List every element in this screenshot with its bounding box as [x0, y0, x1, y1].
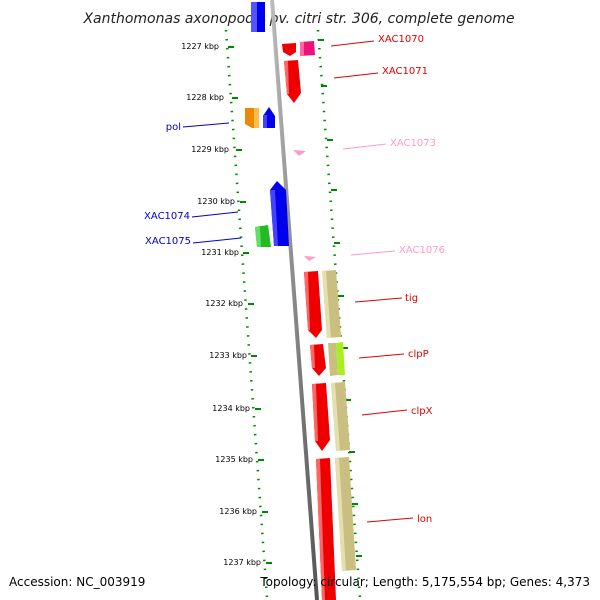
- gene-lon[interactable]: [316, 457, 356, 600]
- gene-orange[interactable]: [245, 108, 259, 128]
- scale-label: 1233 kbp: [209, 351, 247, 360]
- gene-xac1076[interactable]: [304, 256, 316, 261]
- scale-label: 1229 kbp: [191, 145, 229, 154]
- gene-xac1071[interactable]: [284, 60, 301, 103]
- gene-xac1074[interactable]: [270, 181, 289, 246]
- scale-label: 1236 kbp: [219, 507, 257, 516]
- scale-labels: 1227 kbp 1228 kbp 1229 kbp 1230 kbp 1231…: [181, 42, 261, 567]
- gene-label: pol: [166, 122, 181, 133]
- genome-backbone: [270, 0, 319, 600]
- gene-label: lon: [417, 514, 432, 525]
- scale-label: 1230 kbp: [197, 197, 235, 206]
- topology-text: Topology: circular; Length: 5,175,554 bp…: [259, 575, 590, 589]
- gene-label: clpX: [411, 406, 433, 417]
- scale-label: 1234 kbp: [212, 404, 250, 413]
- scale-label: 1227 kbp: [181, 42, 219, 51]
- gene-xac1070[interactable]: [282, 41, 315, 56]
- accession-text: Accession: NC_003919: [9, 575, 145, 589]
- scale-label: 1228 kbp: [186, 93, 224, 102]
- gene-label: XAC1076: [399, 245, 445, 256]
- gene-connectors: [182, 40, 414, 523]
- scale-label: 1231 kbp: [201, 248, 239, 257]
- gene-label: XAC1070: [378, 34, 424, 45]
- map-title: Xanthomonas axonopodis pv. citri str. 30…: [82, 11, 514, 27]
- scale-label: 1237 kbp: [223, 558, 261, 567]
- gene-clpx[interactable]: [312, 382, 350, 451]
- gene-label: XAC1074: [144, 211, 190, 222]
- gene-label: XAC1073: [390, 138, 436, 149]
- scale-label: 1232 kbp: [205, 299, 243, 308]
- gene-top-blue[interactable]: [251, 2, 265, 32]
- gene-label: clpP: [408, 349, 429, 360]
- gene-label: XAC1075: [145, 236, 191, 247]
- gene-label: tig: [405, 293, 418, 304]
- gene-label: XAC1071: [382, 66, 428, 77]
- gene-clpp[interactable]: [310, 342, 345, 376]
- gene-labels: XAC1070 XAC1071 pol XAC1073 XAC1074 XAC1…: [144, 34, 445, 525]
- gene-pol[interactable]: [263, 107, 275, 128]
- scale-ticks: [228, 46, 272, 564]
- scale-label: 1235 kbp: [215, 455, 253, 464]
- gene-tig[interactable]: [304, 270, 341, 338]
- gene-xac1073[interactable]: [293, 150, 306, 156]
- gene-xac1075[interactable]: [255, 225, 271, 247]
